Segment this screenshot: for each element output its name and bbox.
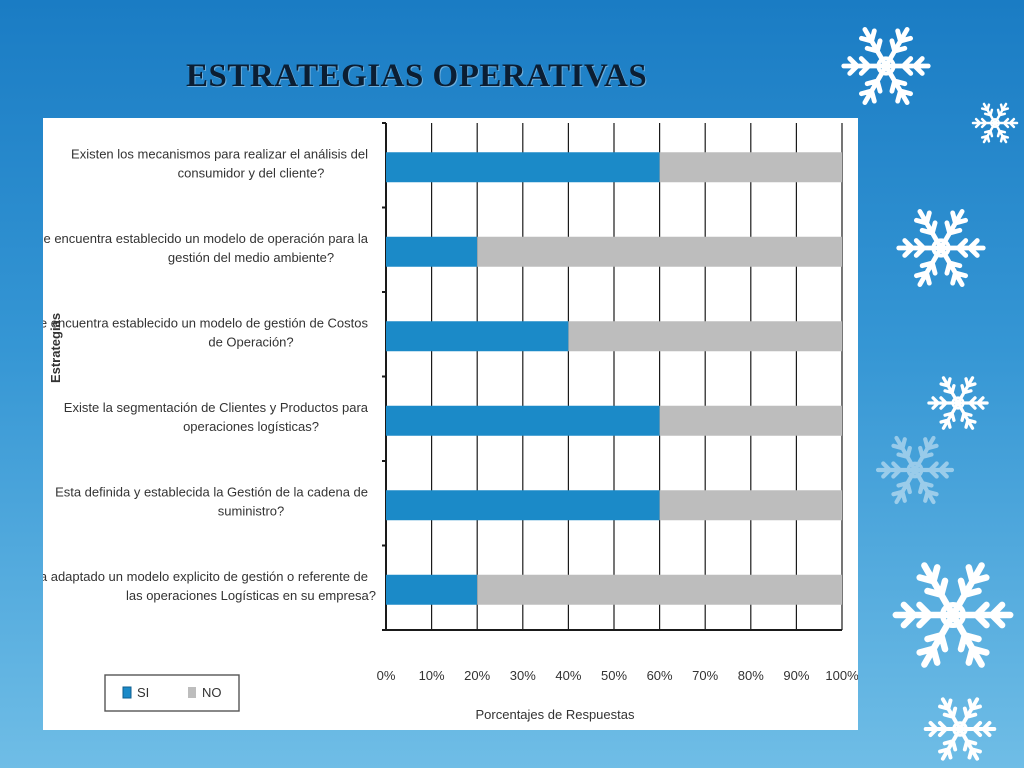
x-tick-label: 80%	[738, 668, 764, 683]
bar-si	[386, 405, 660, 436]
legend-label-si: SI	[137, 685, 149, 700]
bar-si	[386, 574, 478, 605]
x-tick-label: 50%	[601, 668, 627, 683]
stacked-bar-chart: Existen los mecanismos para realizar el …	[43, 122, 858, 722]
legend-swatch-si	[122, 686, 132, 699]
category-label: Existen los mecanismos para realizar el …	[71, 146, 368, 180]
x-tick-label: 30%	[510, 668, 536, 683]
snowflake-icon	[896, 209, 986, 287]
snowflake-icon	[892, 562, 1014, 668]
bar-no	[477, 236, 842, 267]
snowflake-icon	[841, 27, 931, 105]
snowflake-icon	[971, 102, 1019, 144]
snowflake-icon	[927, 376, 989, 430]
bar-no	[568, 321, 842, 352]
x-axis-label: Porcentajes de Respuestas	[476, 707, 635, 722]
bar-si	[386, 490, 660, 521]
legend-swatch-no	[188, 687, 196, 698]
x-tick-label: 100%	[825, 668, 858, 683]
bar-no	[659, 490, 842, 521]
legend-label-no: NO	[202, 685, 222, 700]
chart-panel: Existen los mecanismos para realizar el …	[43, 118, 858, 730]
bar-no	[659, 152, 842, 183]
x-tick-label: 70%	[692, 668, 718, 683]
bar-no	[477, 574, 842, 605]
bar-si	[386, 236, 478, 267]
category-label: Ha adaptado un modelo explicito de gesti…	[43, 569, 376, 603]
x-tick-label: 20%	[464, 668, 490, 683]
snowflake-icon	[923, 697, 997, 761]
category-label: Se encuentra establecido un modelo de op…	[43, 231, 369, 265]
x-tick-label: 0%	[377, 668, 396, 683]
snowflake-icon	[875, 435, 955, 505]
bar-no	[659, 405, 842, 436]
y-axis-label: Estrategias	[48, 313, 63, 383]
x-tick-label: 60%	[647, 668, 673, 683]
x-tick-label: 90%	[783, 668, 809, 683]
x-tick-label: 40%	[555, 668, 581, 683]
category-label: Existe la segmentación de Clientes y Pro…	[64, 400, 369, 434]
bar-si	[386, 152, 660, 183]
category-label: Se encuentra establecido un modelo de ge…	[43, 315, 369, 349]
slide-title: ESTRATEGIAS OPERATIVAS	[186, 58, 648, 94]
legend-box	[104, 674, 240, 712]
category-label: Esta definida y establecida la Gestión d…	[55, 484, 368, 518]
bar-si	[386, 321, 569, 352]
x-tick-label: 10%	[419, 668, 445, 683]
